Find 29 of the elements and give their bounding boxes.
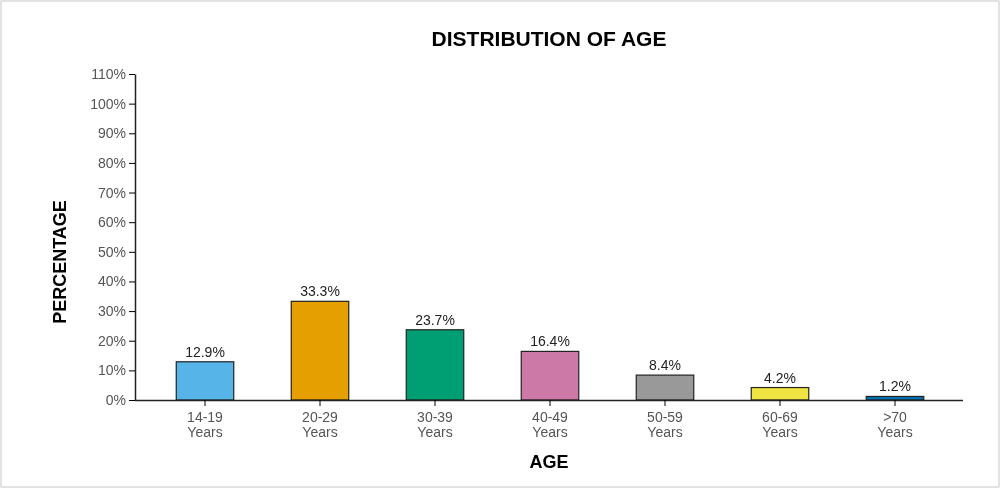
data-label: 12.9% bbox=[185, 343, 225, 360]
data-label: 33.3% bbox=[300, 283, 340, 300]
x-axis-title: AGE bbox=[529, 452, 569, 472]
y-tick-label: 100% bbox=[90, 95, 126, 112]
x-tick-label: 30-39 Years bbox=[417, 408, 454, 440]
y-tick-label: 60% bbox=[97, 214, 126, 231]
data-label: 23.7% bbox=[415, 311, 455, 328]
y-axis-title: PERCENTAGE bbox=[50, 200, 70, 324]
x-tick-label: >70 Years bbox=[877, 408, 913, 440]
x-tick-label: 60-69 Years bbox=[762, 408, 799, 440]
chart-title: DISTRIBUTION OF AGE bbox=[431, 27, 667, 50]
y-tick-label: 10% bbox=[97, 362, 126, 379]
data-label: 1.2% bbox=[879, 378, 911, 395]
y-tick-label: 90% bbox=[97, 125, 126, 142]
y-tick-label: 70% bbox=[97, 184, 126, 201]
y-tick-label: 20% bbox=[97, 332, 126, 349]
data-label: 4.2% bbox=[764, 369, 796, 386]
x-tick-label: 14-19 Years bbox=[187, 408, 224, 440]
y-tick-label: 80% bbox=[97, 154, 126, 171]
y-tick-label: 110% bbox=[91, 65, 126, 82]
x-tick-label: 20-29 Years bbox=[302, 408, 339, 440]
x-tick-label: 40-49 Years bbox=[532, 408, 569, 440]
data-label: 16.4% bbox=[530, 333, 570, 350]
data-label: 8.4% bbox=[649, 357, 681, 374]
y-tick-label: 0% bbox=[105, 391, 126, 408]
y-tick-label: 50% bbox=[97, 243, 126, 260]
y-tick-label: 40% bbox=[97, 273, 126, 290]
x-tick-label: 50-59 Years bbox=[647, 408, 684, 440]
y-tick-label: 30% bbox=[97, 303, 126, 320]
